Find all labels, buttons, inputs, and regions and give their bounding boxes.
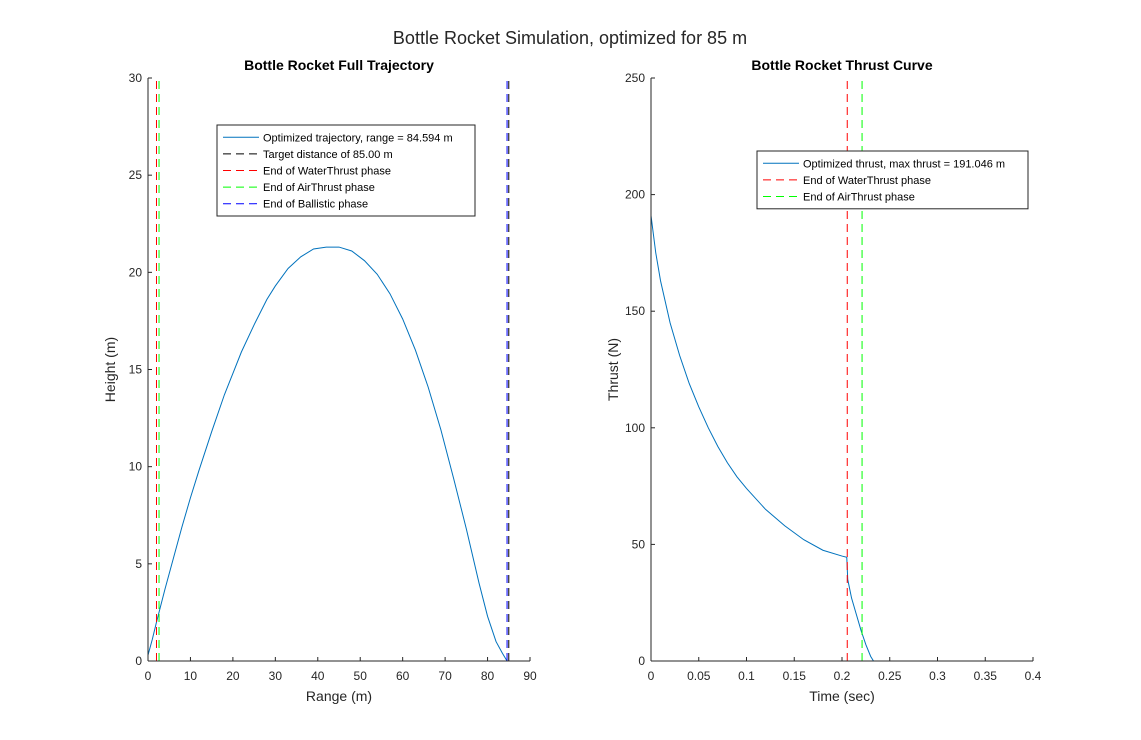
thrust-chart: 0 0.05 0.1 0.15 0.2 0.25 0.3 0.35 0.4 0 50 100 150 20… [605, 57, 1042, 704]
legend-entry: Target distance of 85.00 m [263, 149, 393, 161]
x-tick-label: 70 [438, 669, 452, 683]
y-tick-label: 20 [129, 265, 143, 279]
y-tick-label: 100 [625, 421, 645, 435]
x-tick-label: 50 [354, 669, 368, 683]
x-tick-label: 0 [648, 669, 655, 683]
x-tick-label: 40 [311, 669, 325, 683]
y-tick-label: 150 [625, 304, 645, 318]
legend-entry: End of WaterThrust phase [803, 175, 931, 187]
x-tick-label: 0.3 [929, 669, 946, 683]
series-line-0 [147, 246, 508, 662]
legend: Optimized trajectory, range = 84.594 m Ta… [216, 124, 476, 217]
series-line-0 [650, 215, 1033, 662]
trajectory-chart: 0 10 20 30 40 50 60 70 80 90 0 5 10 15 20 25 30 Bottle Ro… [102, 57, 537, 704]
y-tick-label: 30 [129, 71, 143, 85]
y-tick-label: 15 [129, 363, 143, 377]
chart-title: Bottle Rocket Thrust Curve [751, 57, 932, 73]
y-tick-label: 200 [625, 188, 645, 202]
y-tick-label: 10 [129, 460, 143, 474]
legend-entry: Optimized thrust, max thrust = 191.046 m [803, 158, 1005, 170]
x-tick-label: 0 [145, 669, 152, 683]
legend-entry: End of WaterThrust phase [263, 166, 391, 178]
x-tick-label: 0.1 [738, 669, 755, 683]
legend-entry: End of Ballistic phase [263, 199, 368, 211]
chart-title: Bottle Rocket Full Trajectory [244, 57, 434, 73]
y-tick-label: 0 [638, 654, 645, 668]
x-tick-label: 80 [481, 669, 495, 683]
x-tick-label: 90 [523, 669, 537, 683]
x-tick-label: 0.4 [1025, 669, 1042, 683]
x-axis-label: Range (m) [306, 688, 372, 704]
figure-suptitle: Bottle Rocket Simulation, optimized for … [393, 28, 747, 48]
x-tick-label: 0.15 [783, 669, 807, 683]
x-axis-label: Time (sec) [809, 688, 875, 704]
y-tick-label: 50 [632, 537, 646, 551]
x-tick-label: 60 [396, 669, 410, 683]
x-tick-label: 0.35 [974, 669, 998, 683]
legend-entry: End of AirThrust phase [803, 192, 915, 204]
y-axis-label: Thrust (N) [605, 338, 621, 401]
x-tick-label: 20 [226, 669, 240, 683]
y-axis-label: Height (m) [102, 337, 118, 402]
y-tick-label: 250 [625, 71, 645, 85]
x-tick-label: 10 [184, 669, 198, 683]
legend-box [756, 150, 1029, 210]
y-tick-label: 25 [129, 168, 143, 182]
x-tick-label: 0.2 [834, 669, 851, 683]
x-tick-label: 0.25 [878, 669, 902, 683]
legend-entry: End of AirThrust phase [263, 182, 375, 194]
x-tick-label: 30 [269, 669, 283, 683]
y-tick-label: 0 [135, 654, 142, 668]
y-tick-label: 5 [135, 557, 142, 571]
x-tick-label: 0.05 [687, 669, 711, 683]
legend: Optimized thrust, max thrust = 191.046 m… [756, 150, 1029, 210]
legend-box [216, 124, 476, 217]
legend-entry: Optimized trajectory, range = 84.594 m [263, 132, 453, 144]
